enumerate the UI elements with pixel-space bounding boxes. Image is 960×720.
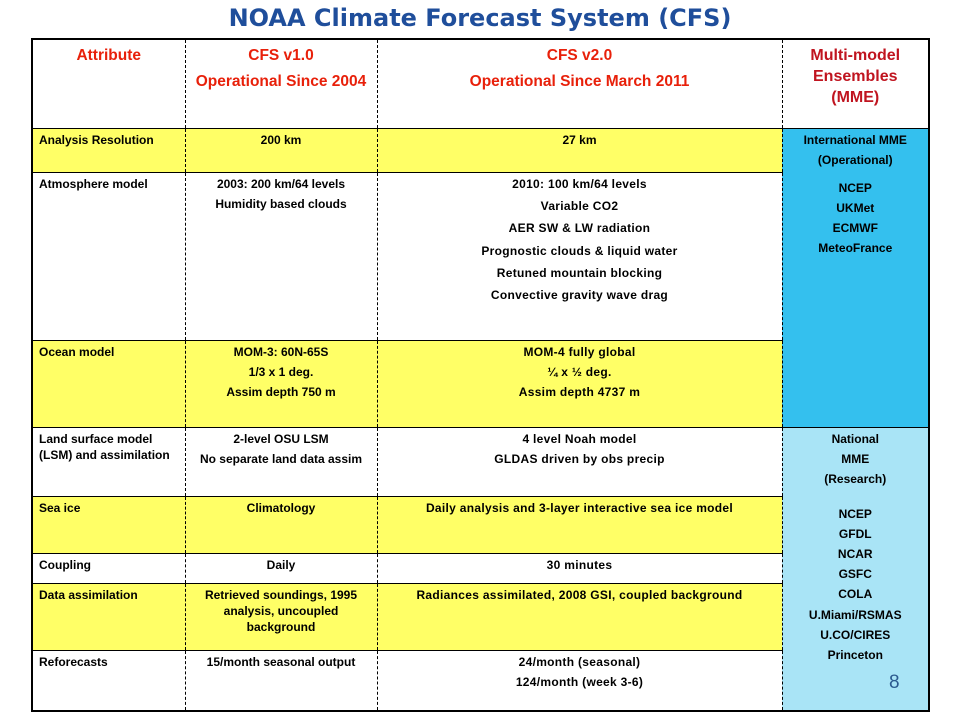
intl-mme-member: MeteoFrance <box>818 241 893 256</box>
natl-mme-member: GSFC <box>838 567 872 582</box>
v1-ocean-line: MOM-3: 60N-65S <box>233 345 329 360</box>
row-coupling: Coupling Daily 30 minutes <box>31 552 929 584</box>
natl-mme-member: GFDL <box>838 526 872 541</box>
natl-mme-member: NCAR <box>837 547 873 562</box>
v1-ocean-line: Assim depth 750 m <box>226 385 336 400</box>
header-attribute: Attribute <box>31 38 186 129</box>
v2-analysis-resolution: 27 km <box>376 127 783 174</box>
v2-atmosphere-model: 2010: 100 km/64 levels Variable CO2 AER … <box>376 172 783 342</box>
v2-land-line: 4 level Noah model <box>522 432 637 447</box>
v2-ocean-line: ¼ x ½ deg. <box>547 365 612 380</box>
natl-mme-member: COLA <box>838 587 873 602</box>
intl-mme-title: International MME <box>803 132 907 147</box>
v2-land-line: GLDAS driven by obs precip <box>494 452 665 467</box>
v1-ocean-line: 1/3 x 1 deg. <box>248 365 314 380</box>
natl-mme-member: U.CO/CIRES <box>820 627 891 642</box>
header-row: Attribute CFS v1.0 Operational Since 200… <box>31 38 930 129</box>
attr-coupling: Coupling <box>31 552 186 584</box>
v1-ocean-model: MOM-3: 60N-65S 1/3 x 1 deg. Assim depth … <box>184 340 378 429</box>
natl-mme-member: U.Miami/RSMAS <box>808 607 902 622</box>
intl-mme-subtitle: (Operational) <box>817 152 893 167</box>
v1-data-assimilation: Retrieved soundings, 1995 analysis, unco… <box>184 582 378 651</box>
header-v1-since: Operational Since 2004 <box>195 73 367 91</box>
row-analysis-resolution: Analysis Resolution 200 km 27 km Interna… <box>31 127 930 429</box>
row-reforecasts: Reforecasts 15/month seasonal output 24/… <box>31 649 929 712</box>
natl-mme-title: National <box>831 432 879 447</box>
v2-land-surface-model: 4 level Noah model GLDAS driven by obs p… <box>376 427 783 497</box>
cfs-comparison-table: Attribute CFS v1.0 Operational Since 200… <box>31 38 930 712</box>
international-mme-cell: International MME (Operational) NCEP UKM… <box>781 127 930 429</box>
v1-reforecasts: 15/month seasonal output <box>184 649 378 712</box>
intl-mme-member: ECMWF <box>832 221 878 236</box>
natl-mme-member: NCEP <box>838 506 872 521</box>
attr-atmosphere-model: Atmosphere model <box>31 172 186 342</box>
row-data-assimilation: Data assimilation Retrieved soundings, 1… <box>31 582 929 651</box>
v1-land-line: 2-level OSU LSM <box>233 432 329 447</box>
v2-coupling: 30 minutes <box>376 552 783 584</box>
attr-data-assimilation: Data assimilation <box>31 582 186 651</box>
v1-land-line: No separate land data assim <box>199 452 363 467</box>
natl-mme-title: MME <box>841 452 870 467</box>
attr-sea-ice: Sea ice <box>31 495 186 554</box>
row-ocean-model: Ocean model MOM-3: 60N-65S 1/3 x 1 deg. … <box>31 340 929 429</box>
natl-mme-member: Princeton <box>827 647 883 662</box>
v2-atmosphere-line: Convective gravity wave drag <box>490 288 669 302</box>
v1-atmosphere-line: Humidity based clouds <box>215 197 347 212</box>
row-land-surface-model: Land surface model (LSM) and assimilatio… <box>31 427 930 712</box>
national-mme-cell: National MME (Research) NCEP GFDL NCAR G… <box>781 427 930 712</box>
v2-atmosphere-line: 2010: 100 km/64 levels <box>512 177 647 192</box>
header-v2-since: Operational Since March 2011 <box>469 73 690 91</box>
header-cfs-v1: CFS v1.0 Operational Since 2004 <box>184 38 378 129</box>
v1-atmosphere-line: 2003: 200 km/64 levels <box>216 177 346 192</box>
attr-land-surface-model: Land surface model (LSM) and assimilatio… <box>31 427 186 497</box>
v2-reforecasts-line: 24/month (seasonal) <box>518 654 641 669</box>
v2-ocean-line: Assim depth 4737 m <box>518 385 641 400</box>
v2-reforecasts: 24/month (seasonal) 124/month (week 3-6) <box>376 649 783 712</box>
v2-reforecasts-line: 124/month (week 3-6) <box>515 674 644 689</box>
v1-analysis-resolution: 200 km <box>184 127 378 174</box>
attr-reforecasts: Reforecasts <box>31 649 186 712</box>
header-v2-name: CFS v2.0 <box>546 47 613 64</box>
page-number: 8 <box>889 672 900 693</box>
v2-ocean-model: MOM-4 fully global ¼ x ½ deg. Assim dept… <box>376 340 783 429</box>
v2-atmosphere-line: Variable CO2 <box>540 199 619 214</box>
v1-coupling: Daily <box>184 552 378 584</box>
header-mme: Multi-model Ensembles (MME) <box>781 38 930 129</box>
intl-mme-member: UKMet <box>836 201 875 216</box>
natl-mme-subtitle: (Research) <box>824 472 887 487</box>
attr-analysis-resolution: Analysis Resolution <box>31 127 186 174</box>
attr-ocean-model: Ocean model <box>31 340 186 429</box>
v2-ocean-line: MOM-4 fully global <box>523 345 636 360</box>
v1-land-surface-model: 2-level OSU LSM No separate land data as… <box>184 427 378 497</box>
header-cfs-v2: CFS v2.0 Operational Since March 2011 <box>376 38 783 129</box>
intl-mme-member: NCEP <box>838 180 872 195</box>
v1-atmosphere-model: 2003: 200 km/64 levels Humidity based cl… <box>184 172 378 342</box>
row-atmosphere-model: Atmosphere model 2003: 200 km/64 levels … <box>31 172 929 342</box>
v2-sea-ice: Daily analysis and 3-layer interactive s… <box>376 495 783 554</box>
v2-data-assimilation: Radiances assimilated, 2008 GSI, coupled… <box>376 582 783 651</box>
header-v1-name: CFS v1.0 <box>248 47 314 64</box>
v1-sea-ice: Climatology <box>184 495 378 554</box>
slide-title: NOAA Climate Forecast System (CFS) <box>228 4 732 32</box>
v2-atmosphere-line: Prognostic clouds & liquid water <box>481 243 678 258</box>
v2-atmosphere-line: AER SW & LW radiation <box>508 221 651 236</box>
v2-atmosphere-line: Retuned mountain blocking <box>496 265 663 280</box>
